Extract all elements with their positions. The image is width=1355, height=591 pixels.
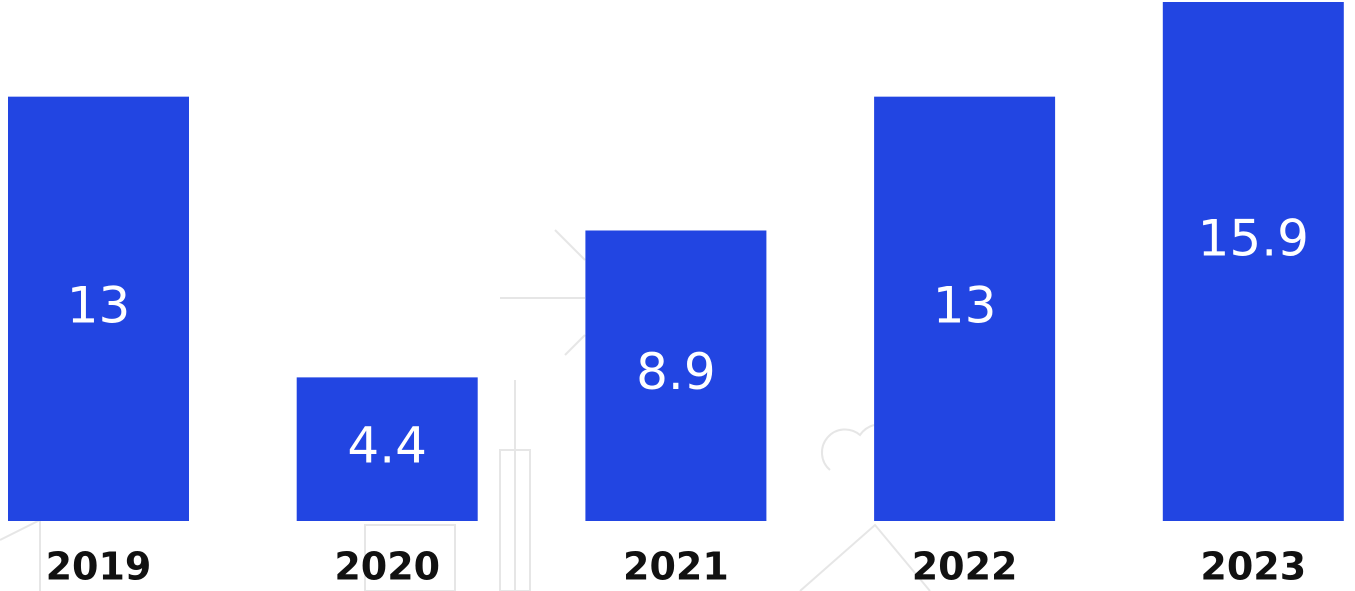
x-tick-label: 2022: [912, 545, 1018, 589]
x-tick-label: 2019: [46, 545, 152, 589]
value-label: 15.9: [1198, 210, 1309, 268]
x-tick-label: 2020: [334, 545, 440, 589]
bar: [1162, 2, 1344, 521]
bar: [874, 96, 1056, 522]
value-label: 4.4: [347, 417, 427, 475]
bar: [8, 96, 189, 522]
x-tick-label: 2023: [1200, 545, 1306, 589]
bar: [296, 377, 478, 521]
value-label: 13: [933, 276, 997, 334]
value-label: 8.9: [636, 343, 716, 401]
bar: [585, 230, 767, 521]
value-label: 13: [67, 276, 131, 334]
x-tick-label: 2021: [623, 545, 729, 589]
